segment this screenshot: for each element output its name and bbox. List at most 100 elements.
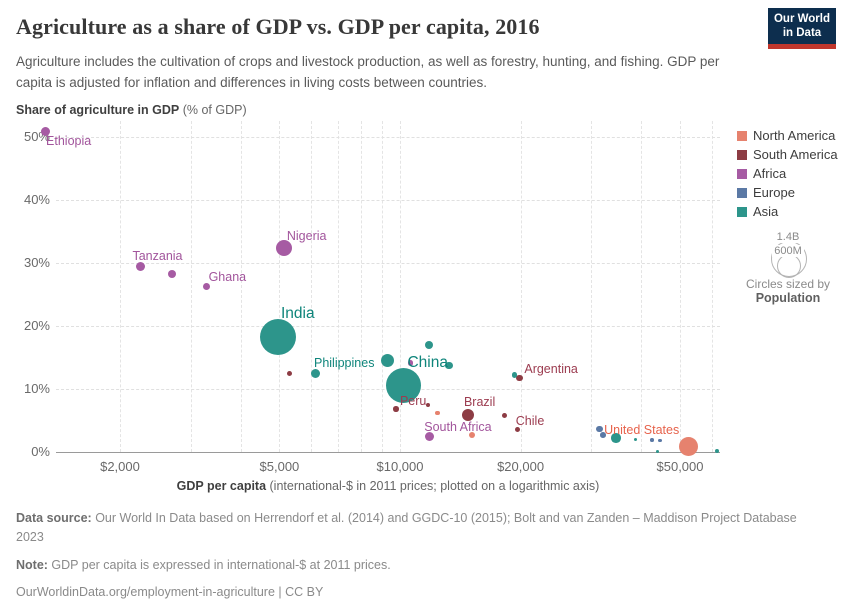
y-gridline: [56, 262, 720, 264]
x-axis-title: GDP per capita (international-$ in 2011 …: [56, 479, 720, 493]
size-legend-small-circle: [777, 254, 801, 278]
y-gridline: [56, 199, 720, 201]
x-gridline: [361, 121, 363, 452]
data-point-asia[interactable]: [611, 433, 621, 443]
y-tick-label: 40%: [23, 191, 50, 207]
x-axis-line: [56, 452, 720, 453]
country-label-india: India: [281, 305, 315, 323]
legend-item-south-america[interactable]: South America: [737, 145, 838, 164]
data-point-asia[interactable]: [381, 354, 395, 367]
country-label-ghana: Ghana: [208, 270, 247, 285]
y-axis-title: Share of agriculture in GDP (% of GDP): [16, 103, 247, 117]
note-text: GDP per capita is expressed in internati…: [47, 557, 391, 572]
y-axis-title-rest: (% of GDP): [179, 103, 247, 117]
size-legend-large-value: 1.4B: [774, 231, 802, 243]
data-point-north-america[interactable]: [434, 410, 440, 416]
x-gridline: [381, 121, 383, 452]
x-gridline: [279, 121, 281, 452]
data-point-argentina[interactable]: [516, 374, 523, 382]
data-point-ethiopia[interactable]: [40, 126, 50, 136]
country-label-ethiopia: Ethiopia: [46, 134, 92, 149]
country-label-south-africa: South Africa: [424, 419, 492, 434]
x-axis-title-bold: GDP per capita: [176, 479, 267, 493]
x-gridline: [680, 121, 681, 452]
data-point-asia[interactable]: [511, 372, 517, 378]
legend-item-europe[interactable]: Europe: [737, 183, 838, 202]
country-label-united-states: United States: [604, 423, 680, 438]
data-point-asia[interactable]: [714, 449, 719, 454]
data-point-south-america[interactable]: [287, 371, 293, 377]
size-legend-caption: Circles sized by: [745, 277, 831, 291]
y-gridline: [56, 325, 720, 327]
legend-swatch-icon: [737, 149, 747, 160]
chart-subtitle: Agriculture includes the cultivation of …: [16, 54, 720, 90]
size-legend-caption-bold: Population: [755, 291, 821, 305]
legend-swatch-icon: [737, 168, 747, 179]
legend-item-north-america[interactable]: North America: [737, 126, 838, 145]
continent-legend: North America South America Africa Europe As…: [737, 126, 838, 221]
data-point-europe[interactable]: [657, 438, 662, 443]
x-gridline: [337, 121, 339, 452]
country-label-china: China: [407, 354, 448, 372]
data-source-line: Data source: Our World In Data based on …: [16, 509, 826, 547]
y-tick-label: 20%: [23, 317, 50, 333]
data-point-south-africa[interactable]: [424, 432, 434, 442]
country-label-philippines: Philippines: [313, 355, 375, 370]
legend-label: Asia: [753, 204, 779, 219]
data-point-tanzania[interactable]: [135, 261, 145, 271]
data-point-asia[interactable]: [633, 437, 638, 442]
x-tick-label: $50,000: [656, 459, 704, 474]
y-gridline: [56, 136, 720, 138]
x-gridline: [591, 121, 593, 452]
page-title: Agriculture as a share of GDP vs. GDP pe…: [16, 14, 540, 39]
owid-logo-line2: in Data: [782, 27, 822, 39]
data-source-text: Our World In Data based on Herrendorf et…: [16, 511, 797, 544]
legend-label: South America: [753, 147, 838, 162]
size-legend-small-value: 600M: [772, 245, 804, 257]
note-line: Note: GDP per capita is expressed in int…: [16, 556, 826, 575]
x-gridline: [240, 121, 242, 452]
legend-swatch-icon: [737, 130, 747, 141]
country-label-chile: Chile: [515, 413, 545, 428]
data-point-nigeria[interactable]: [275, 240, 292, 257]
x-gridline: [400, 121, 401, 452]
data-point-asia[interactable]: [445, 361, 453, 370]
data-point-africa[interactable]: [168, 270, 177, 279]
x-tick-label: $20,000: [497, 459, 545, 474]
y-tick-label: 30%: [23, 254, 50, 270]
x-axis-title-rest: (international-$ in 2011 prices; plotted…: [266, 479, 600, 493]
data-point-europe[interactable]: [596, 426, 603, 433]
data-point-ghana[interactable]: [203, 282, 211, 290]
citation-link[interactable]: OurWorldinData.org/employment-in-agricul…: [16, 585, 324, 600]
data-point-philippines[interactable]: [311, 369, 321, 379]
data-point-europe[interactable]: [600, 432, 606, 438]
note-label: Note:: [16, 557, 48, 572]
country-label-tanzania: Tanzania: [132, 249, 183, 264]
x-gridline: [311, 121, 313, 452]
legend-item-africa[interactable]: Africa: [737, 164, 838, 183]
owid-logo[interactable]: Our World in Data: [768, 8, 836, 49]
data-point-brazil[interactable]: [461, 409, 474, 422]
x-gridline: [711, 121, 713, 452]
chart-footer: Data source: Our World In Data based on …: [16, 509, 826, 600]
data-point-south-america[interactable]: [501, 412, 508, 419]
data-point-north-america[interactable]: [469, 431, 476, 438]
data-point-asia[interactable]: [424, 341, 433, 350]
data-point-south-america[interactable]: [426, 403, 431, 408]
data-point-peru[interactable]: [393, 406, 399, 412]
legend-label: Europe: [753, 185, 795, 200]
data-point-india[interactable]: [260, 319, 296, 356]
y-axis-title-bold: Share of agriculture in GDP: [16, 103, 180, 117]
data-point-united-states[interactable]: [678, 436, 698, 456]
data-point-chile[interactable]: [515, 427, 521, 433]
y-tick-label: 0%: [31, 444, 50, 459]
data-point-china[interactable]: [385, 367, 421, 403]
data-point-europe[interactable]: [650, 438, 654, 442]
data-point-asia[interactable]: [655, 449, 660, 454]
x-gridline: [119, 121, 121, 452]
data-point-africa[interactable]: [407, 360, 414, 366]
legend-swatch-icon: [737, 206, 747, 217]
legend-item-asia[interactable]: Asia: [737, 202, 838, 221]
legend-label: Africa: [753, 166, 787, 181]
